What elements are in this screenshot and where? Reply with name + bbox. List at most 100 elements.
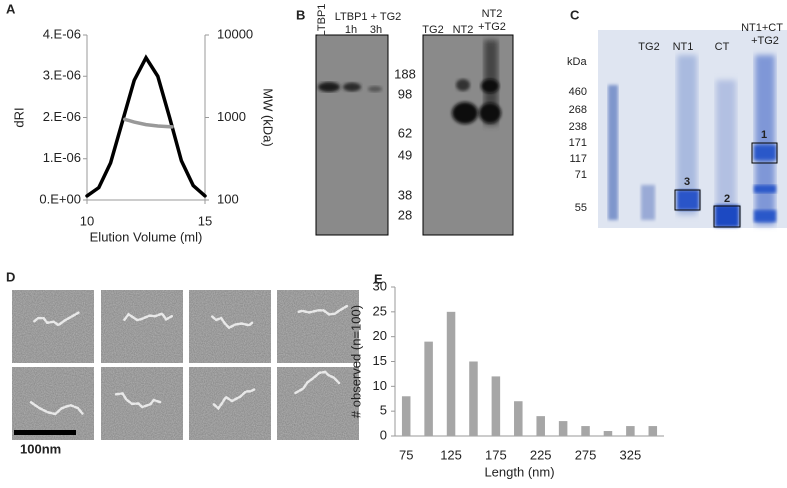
line-series <box>123 117 174 129</box>
bar <box>603 431 613 436</box>
y-tick-label: 30 <box>373 278 387 293</box>
y-tick-label: 2.E-06 <box>43 109 81 124</box>
bar <box>536 416 545 436</box>
x-tick-label: 15 <box>198 213 212 228</box>
x-tick-label: 175 <box>485 447 507 462</box>
micrograph-noise <box>101 290 183 363</box>
micrographs <box>12 290 359 440</box>
y-tick-label: 15 <box>373 353 387 368</box>
y-tick-label: 20 <box>373 328 387 343</box>
lane-label: NT2 <box>482 8 503 20</box>
panel-label: C <box>570 7 580 22</box>
y-tick-label: 25 <box>373 303 387 318</box>
y-tick-label: 3.E-06 <box>43 68 81 83</box>
x-axis-title: Elution Volume (ml) <box>90 229 203 244</box>
molecule <box>212 388 256 411</box>
bar <box>424 341 433 436</box>
lane-label: LTBP1 <box>316 4 328 37</box>
y-tick-label: 4.E-06 <box>43 26 81 41</box>
x-axis-title: Length (nm) <box>484 464 554 479</box>
bar <box>648 426 658 436</box>
bar <box>558 421 568 436</box>
molecule <box>210 315 255 330</box>
molecule <box>297 304 349 316</box>
marker-label: 238 <box>569 121 587 133</box>
panel-label: A <box>6 1 16 16</box>
y2-tick-label: 10000 <box>217 26 253 41</box>
lane-label: 3h <box>370 24 382 36</box>
bar <box>469 361 478 436</box>
y-tick-label: 0.E+00 <box>39 191 81 206</box>
marker-label: 460 <box>569 86 587 98</box>
y-tick-label: 5 <box>380 403 387 418</box>
panel-label: D <box>6 269 15 284</box>
micrograph-noise <box>277 367 359 440</box>
unit-label: kDa <box>567 56 587 68</box>
marker-label: 117 <box>569 153 587 165</box>
bar <box>491 376 501 436</box>
lane-label: TG2 <box>422 24 443 36</box>
lane-label: NT2 <box>453 24 474 36</box>
x-tick-label: 225 <box>530 447 552 462</box>
lane-label: LTBP1 + TG2 <box>335 11 402 23</box>
bar <box>626 426 635 436</box>
box-label: 2 <box>724 193 730 205</box>
y-axis-title: dRI <box>11 107 26 127</box>
x-tick-label: 325 <box>620 447 642 462</box>
molecule <box>33 311 80 327</box>
x-tick-label: 125 <box>440 447 462 462</box>
box-label: 1 <box>761 129 767 141</box>
y-tick-label: 10 <box>373 378 387 393</box>
molecule <box>294 370 341 395</box>
micrograph-noise <box>101 367 183 440</box>
bar <box>446 311 456 436</box>
western-blot <box>315 34 514 236</box>
scale-bar <box>14 430 76 435</box>
lane-label: +TG2 <box>478 21 506 33</box>
marker-label: 49 <box>398 147 412 162</box>
x-tick-label: 10 <box>80 213 94 228</box>
x-tick-label: 75 <box>399 447 413 462</box>
lane-label: NT1+CT <box>741 22 783 34</box>
marker-label: 28 <box>398 207 412 222</box>
micrograph-noise <box>12 290 94 363</box>
scale-label: 100nm <box>20 441 61 456</box>
y2-tick-label: 1000 <box>217 109 246 124</box>
marker-labels: 460 268 238 171 117 71 55 <box>569 86 587 214</box>
marker-label: 268 <box>569 104 587 116</box>
x-tick-label: 275 <box>575 447 597 462</box>
y-tick-label: 1.E-06 <box>43 150 81 165</box>
lane-label: TG2 <box>638 41 659 53</box>
y2-axis-title: MW (kDa) <box>261 88 276 147</box>
marker-label: 38 <box>398 187 412 202</box>
panel-label: E <box>374 271 383 286</box>
micrograph-noise <box>12 367 94 440</box>
lane-label: CT <box>715 41 730 53</box>
marker-label: 98 <box>398 86 412 101</box>
marker-label: 71 <box>575 169 587 181</box>
y-axis-title: # observed (n=100) <box>348 305 363 418</box>
molecule <box>29 401 84 416</box>
micrograph-noise <box>189 367 271 440</box>
marker-label: 188 <box>394 66 416 81</box>
marker-labels: 188 98 62 49 38 28 <box>394 66 416 222</box>
bar <box>401 396 411 436</box>
line-series <box>85 54 207 198</box>
bar <box>514 401 523 436</box>
lane-label: NT1 <box>673 41 694 53</box>
micrograph-noise <box>277 290 359 363</box>
y2-tick-label: 100 <box>217 191 239 206</box>
molecule <box>123 312 174 322</box>
bar <box>581 426 590 436</box>
marker-label: 55 <box>575 202 587 214</box>
lane-label: +TG2 <box>751 35 779 47</box>
marker-label: 62 <box>398 125 412 140</box>
y-tick-label: 0 <box>380 427 387 442</box>
box-label: 3 <box>684 176 690 188</box>
panel-label: B <box>296 7 305 22</box>
marker-label: 171 <box>569 137 587 149</box>
lane-label: 1h <box>345 24 357 36</box>
molecule <box>114 392 163 409</box>
